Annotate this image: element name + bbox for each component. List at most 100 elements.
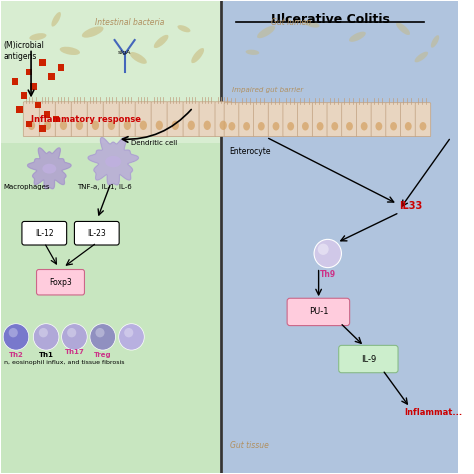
Circle shape (39, 328, 48, 337)
FancyBboxPatch shape (401, 103, 416, 137)
Text: Th1: Th1 (39, 353, 54, 358)
Ellipse shape (172, 120, 179, 130)
FancyBboxPatch shape (135, 102, 152, 137)
Ellipse shape (140, 120, 147, 130)
Circle shape (95, 328, 105, 337)
FancyBboxPatch shape (39, 102, 56, 137)
FancyBboxPatch shape (386, 103, 401, 137)
Circle shape (33, 324, 59, 350)
Ellipse shape (287, 122, 294, 130)
FancyBboxPatch shape (287, 298, 350, 326)
Ellipse shape (204, 120, 211, 130)
Ellipse shape (191, 48, 204, 63)
Bar (17, 107, 23, 113)
Ellipse shape (124, 120, 131, 130)
FancyBboxPatch shape (312, 103, 328, 137)
Ellipse shape (361, 122, 368, 130)
Circle shape (318, 244, 328, 255)
Circle shape (67, 328, 76, 337)
Text: Foxp3: Foxp3 (49, 278, 72, 287)
FancyBboxPatch shape (23, 102, 40, 137)
Ellipse shape (273, 122, 279, 130)
Ellipse shape (390, 122, 397, 130)
Circle shape (3, 324, 29, 350)
Bar (21, 92, 27, 99)
Text: Enterocyte: Enterocyte (229, 147, 271, 156)
Text: Macrophages: Macrophages (4, 184, 50, 190)
Ellipse shape (228, 122, 235, 130)
Text: IL-12: IL-12 (35, 229, 54, 238)
FancyBboxPatch shape (215, 102, 231, 137)
Ellipse shape (42, 164, 56, 173)
Ellipse shape (257, 26, 275, 38)
FancyBboxPatch shape (283, 103, 299, 137)
Ellipse shape (349, 32, 366, 42)
Text: Gut lumen: Gut lumen (271, 18, 311, 27)
Ellipse shape (243, 122, 250, 130)
Text: sIgA: sIgA (118, 50, 131, 55)
FancyBboxPatch shape (1, 1, 220, 143)
Text: IL-9: IL-9 (361, 355, 376, 364)
Ellipse shape (130, 52, 147, 64)
Ellipse shape (177, 25, 191, 32)
FancyBboxPatch shape (339, 346, 398, 373)
Ellipse shape (396, 22, 410, 35)
FancyBboxPatch shape (22, 221, 67, 245)
FancyBboxPatch shape (239, 103, 255, 137)
Circle shape (124, 328, 133, 337)
FancyBboxPatch shape (356, 103, 372, 137)
Bar (39, 59, 46, 66)
Text: Intestinal bacteria: Intestinal bacteria (94, 18, 164, 27)
Ellipse shape (29, 33, 46, 40)
FancyBboxPatch shape (268, 103, 284, 137)
FancyBboxPatch shape (224, 103, 240, 137)
Text: Dendritic cell: Dendritic cell (131, 140, 178, 146)
Ellipse shape (331, 122, 338, 130)
Ellipse shape (28, 120, 35, 130)
Ellipse shape (60, 120, 67, 130)
FancyBboxPatch shape (223, 1, 458, 473)
Text: Inflammatory response: Inflammatory response (31, 115, 141, 124)
Ellipse shape (155, 120, 163, 130)
FancyBboxPatch shape (415, 103, 431, 137)
Bar (53, 116, 59, 122)
Ellipse shape (415, 52, 428, 63)
Text: n, eosinophil influx, and tissue fibrosis: n, eosinophil influx, and tissue fibrosi… (4, 359, 124, 365)
Ellipse shape (188, 120, 195, 130)
FancyBboxPatch shape (254, 103, 269, 137)
Circle shape (118, 324, 144, 350)
Ellipse shape (304, 20, 319, 27)
FancyBboxPatch shape (1, 1, 220, 473)
FancyBboxPatch shape (36, 270, 84, 295)
Text: TNF-a, IL-1, IL-6: TNF-a, IL-1, IL-6 (77, 184, 131, 190)
Ellipse shape (108, 120, 115, 130)
Ellipse shape (44, 120, 51, 130)
Ellipse shape (92, 120, 99, 130)
Ellipse shape (154, 35, 168, 48)
Circle shape (90, 324, 116, 350)
Ellipse shape (405, 122, 412, 130)
Ellipse shape (246, 50, 259, 55)
FancyBboxPatch shape (167, 102, 183, 137)
Text: PU-1: PU-1 (309, 308, 328, 317)
Ellipse shape (105, 156, 121, 167)
FancyBboxPatch shape (87, 102, 104, 137)
Ellipse shape (82, 27, 103, 38)
Text: Ulcerative Colitis: Ulcerative Colitis (271, 13, 390, 26)
Bar (44, 111, 50, 118)
Bar (30, 83, 36, 90)
FancyBboxPatch shape (183, 102, 200, 137)
FancyBboxPatch shape (74, 221, 119, 245)
Bar (57, 64, 64, 71)
Ellipse shape (302, 122, 309, 130)
FancyBboxPatch shape (103, 102, 119, 137)
FancyBboxPatch shape (71, 102, 88, 137)
Text: IL-23: IL-23 (87, 229, 106, 238)
Bar (39, 125, 46, 132)
FancyBboxPatch shape (55, 102, 72, 137)
Text: Th9: Th9 (319, 270, 336, 279)
Bar (26, 120, 32, 127)
Polygon shape (88, 137, 138, 185)
Ellipse shape (76, 120, 83, 130)
Ellipse shape (419, 122, 427, 130)
